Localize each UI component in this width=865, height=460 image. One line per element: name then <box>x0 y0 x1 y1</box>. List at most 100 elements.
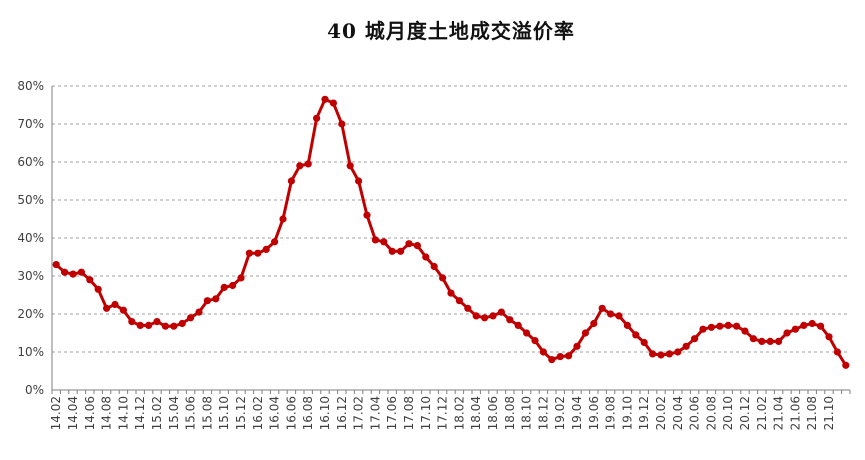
data-point <box>405 240 413 248</box>
data-point <box>707 323 716 331</box>
data-point <box>674 348 682 356</box>
data-point <box>203 297 211 305</box>
data-point <box>724 321 732 329</box>
data-point <box>111 300 119 309</box>
data-point <box>733 322 741 330</box>
data-point <box>565 352 573 360</box>
data-point <box>439 274 447 282</box>
y-tick-label: 30% <box>17 269 44 283</box>
data-point <box>640 338 648 347</box>
x-tick-label: 17.10 <box>419 396 433 430</box>
data-point <box>649 350 657 358</box>
data-point <box>422 253 430 261</box>
data-point <box>758 337 766 345</box>
data-point <box>161 322 169 330</box>
x-tick-label: 17.04 <box>368 396 382 430</box>
data-point <box>296 162 304 170</box>
data-point <box>497 308 505 316</box>
data-point <box>94 285 102 293</box>
data-point <box>346 162 354 170</box>
x-tick-label: 20.08 <box>704 396 718 430</box>
x-tick-label: 15.04 <box>167 396 181 430</box>
data-point <box>195 308 203 316</box>
data-point <box>691 335 699 343</box>
data-point <box>271 238 279 246</box>
data-point <box>254 249 262 257</box>
data-point <box>262 245 270 253</box>
data-point <box>61 268 69 276</box>
x-tick-label: 14.08 <box>100 396 114 430</box>
x-tick-label: 15.08 <box>200 396 214 430</box>
data-point <box>808 319 816 328</box>
y-tick-labels: 0% 10% 20% 30% 40% 50% 60% 70% 80% <box>17 79 44 397</box>
y-tick-label: 0% <box>25 383 44 397</box>
data-point <box>539 348 548 356</box>
data-point <box>741 327 749 335</box>
data-point <box>791 325 800 333</box>
data-point <box>489 312 497 320</box>
data-point <box>766 337 774 345</box>
data-point <box>338 120 346 128</box>
x-tick-label: 16.04 <box>268 396 282 430</box>
data-point <box>153 318 161 326</box>
x-tick-label: 16.02 <box>251 396 265 430</box>
data-point <box>69 270 77 278</box>
data-point <box>52 261 60 269</box>
x-tick-label: 17.02 <box>352 396 366 430</box>
x-tick-label: 20.04 <box>671 396 685 430</box>
x-tick-label: 16.08 <box>301 396 315 430</box>
x-tick-label: 18.02 <box>452 396 466 430</box>
data-point <box>430 262 438 271</box>
data-point <box>229 281 237 290</box>
x-tick-label: 17.06 <box>385 396 399 430</box>
x-tick-label: 21.08 <box>805 396 819 430</box>
x-tick-label: 17.12 <box>436 396 450 430</box>
x-tick-label: 14.04 <box>66 396 80 430</box>
data-point <box>506 316 514 324</box>
data-point <box>178 319 186 328</box>
x-tick-label: 15.02 <box>150 396 164 430</box>
data-point <box>632 331 640 339</box>
series-layer <box>52 95 850 369</box>
data-point <box>136 321 144 329</box>
x-tick-label: 18.12 <box>536 396 550 430</box>
data-point <box>321 95 329 103</box>
data-point <box>86 276 94 284</box>
data-point <box>783 329 791 337</box>
data-point <box>699 325 707 333</box>
x-tick-label: 18.08 <box>503 396 517 430</box>
y-tick-label: 20% <box>17 307 44 321</box>
x-tick-label: 18.06 <box>486 396 500 430</box>
gridlines <box>52 85 850 353</box>
x-tick-label: 18.04 <box>469 396 483 430</box>
x-tick-label: 21.02 <box>755 396 769 430</box>
data-point <box>380 238 388 246</box>
data-point <box>573 342 581 350</box>
data-point <box>682 342 690 350</box>
data-point <box>749 335 758 343</box>
data-point <box>817 322 825 330</box>
data-point <box>833 348 842 356</box>
data-point <box>842 361 850 369</box>
x-tick-label: 15.12 <box>234 396 248 430</box>
x-tick-label: 14.10 <box>116 396 130 430</box>
data-point <box>170 322 178 330</box>
data-point <box>548 356 556 364</box>
x-tick-label: 14.02 <box>49 396 63 430</box>
data-point <box>220 283 228 291</box>
x-tick-label: 19.12 <box>637 396 651 430</box>
y-tick-label: 50% <box>17 193 44 207</box>
x-tick-label: 16.06 <box>284 396 298 430</box>
y-tick-label: 40% <box>17 231 44 245</box>
data-point <box>556 353 564 361</box>
data-point <box>464 304 472 312</box>
data-point <box>279 215 287 223</box>
data-point <box>665 350 674 358</box>
y-tick-label: 70% <box>17 117 44 131</box>
data-point <box>363 211 371 219</box>
data-point <box>481 314 489 322</box>
x-tick-label: 16.10 <box>318 396 332 430</box>
x-tick-label: 14.12 <box>133 396 147 430</box>
data-point <box>77 268 85 276</box>
